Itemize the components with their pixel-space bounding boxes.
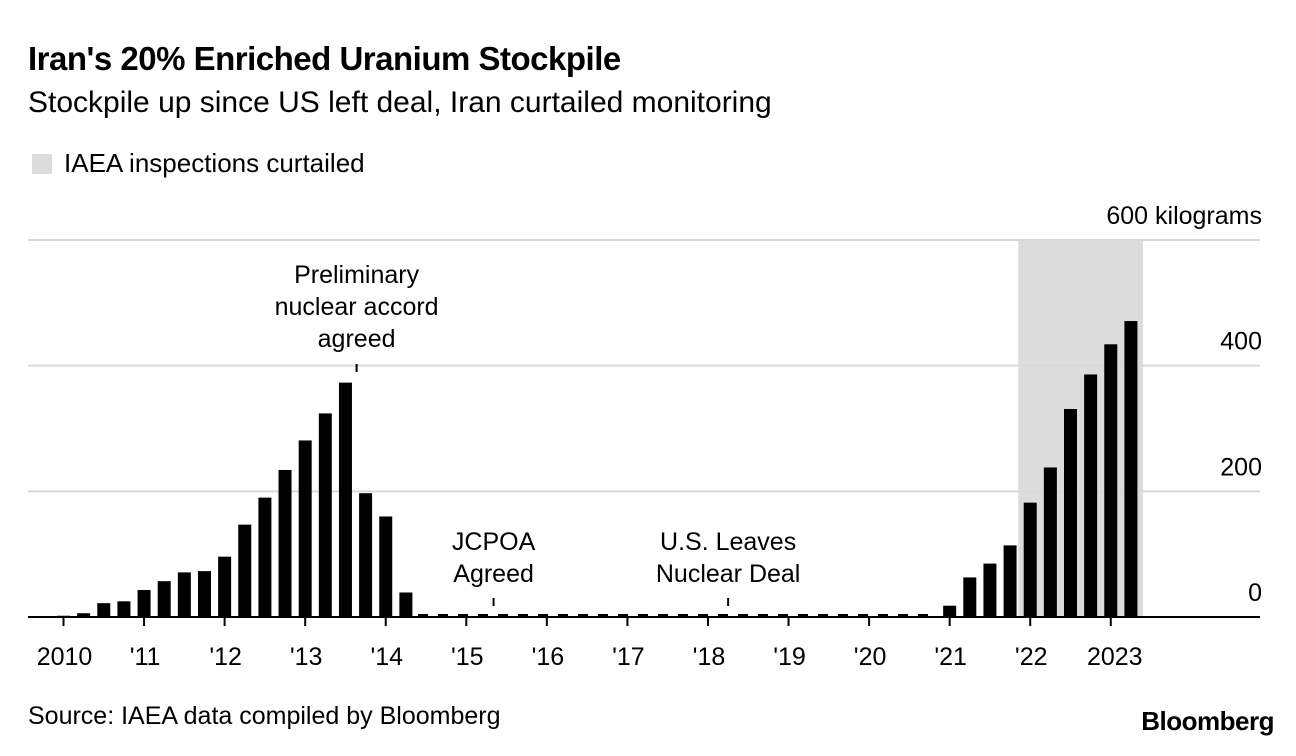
x-tick-label: '18: [693, 643, 726, 671]
bar: [1043, 467, 1057, 617]
bar: [963, 577, 977, 617]
bar: [238, 524, 252, 617]
bar: [278, 469, 292, 617]
x-tick-label: '17: [612, 643, 645, 671]
bar: [218, 556, 232, 617]
bar: [258, 497, 272, 617]
bar: [157, 581, 171, 617]
x-tick-label: '20: [854, 643, 887, 671]
bar: [1104, 344, 1118, 617]
bar: [77, 613, 91, 617]
bar: [1124, 321, 1138, 617]
bloomberg-logo: Bloomberg: [1141, 706, 1274, 736]
x-tick-label: '22: [1015, 643, 1048, 671]
x-tick-label: '14: [370, 643, 403, 671]
x-tick-label: '21: [934, 643, 967, 671]
bar: [338, 382, 352, 617]
legend: IAEA inspections curtailed: [32, 148, 365, 179]
source-note: Source: IAEA data compiled by Bloomberg: [28, 702, 501, 730]
x-tick-label: '11: [130, 643, 161, 671]
chart-area: 0 200 400 600 kilograms 2010 '11 '12 '13 '14 '15 '…: [28, 202, 1262, 671]
shaded-region: [1018, 240, 1143, 617]
annotation-label: Preliminary: [294, 261, 420, 289]
bar: [983, 563, 997, 617]
x-tick-label: '15: [451, 643, 484, 671]
annotation-label: JCPOA: [452, 528, 536, 556]
legend-label: IAEA inspections curtailed: [64, 148, 365, 178]
y-tick-label: 200: [1220, 453, 1262, 481]
x-tick-label: 2010: [37, 643, 93, 671]
x-tick-label: '16: [532, 643, 565, 671]
annotation-label: agreed: [318, 325, 396, 353]
annotation-label: Agreed: [453, 560, 534, 588]
bar: [399, 592, 413, 617]
x-tick-label: 2023: [1087, 643, 1143, 671]
annotation-label: Nuclear Deal: [656, 560, 801, 588]
x-tick-label: '12: [209, 643, 242, 671]
bar: [379, 516, 393, 617]
chart-subtitle: Stockpile up since US left deal, Iran cu…: [28, 86, 772, 119]
y-tick-label: 400: [1220, 328, 1262, 356]
x-tick-label: '13: [290, 643, 323, 671]
bar: [943, 605, 957, 617]
bar: [1064, 409, 1077, 617]
chart-title: Iran's 20% Enriched Uranium Stockpile: [28, 40, 621, 77]
x-tick-label: '19: [773, 643, 806, 671]
bar: [137, 589, 151, 617]
annotation-label: U.S. Leaves: [660, 528, 796, 556]
annotation-label: nuclear accord: [275, 293, 439, 321]
bar: [359, 493, 373, 617]
bar: [177, 572, 191, 617]
bar: [1003, 545, 1017, 617]
bar: [318, 413, 332, 617]
y-unit-label: 600 kilograms: [1106, 202, 1262, 230]
bar: [197, 571, 211, 617]
bar: [1084, 374, 1098, 617]
bar: [1023, 502, 1037, 617]
bar: [97, 603, 111, 617]
bar: [298, 440, 312, 617]
y-tick-label: 0: [1248, 579, 1262, 607]
legend-swatch: [32, 153, 52, 174]
bar: [117, 601, 131, 617]
